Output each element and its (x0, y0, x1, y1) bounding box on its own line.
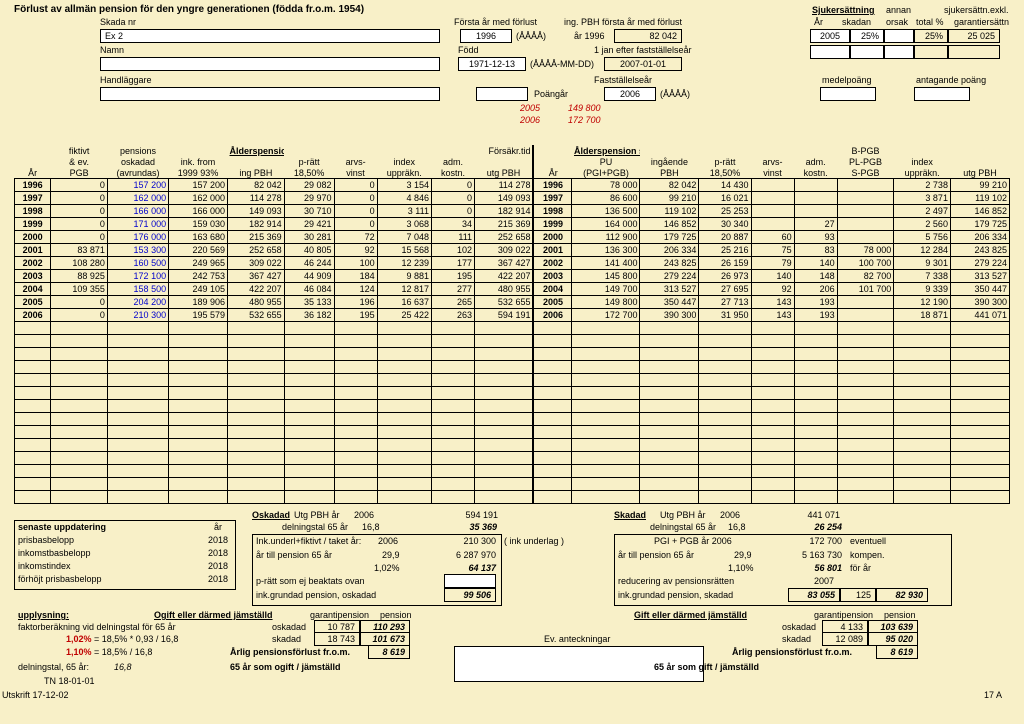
lbl-skada: Skada nr (100, 17, 136, 27)
lbl-medel: medelpoäng (822, 75, 872, 85)
ingpbh-val: 82 042 (614, 29, 682, 43)
sjuk-total: 25% (914, 29, 948, 43)
skada-nr-input[interactable]: Ex 2 (100, 29, 440, 43)
main-table: fiktivtpensionsÅlderspension som oskadad… (14, 145, 1010, 504)
forsta-ar-input[interactable]: 1996 (460, 29, 512, 43)
antag-input[interactable] (914, 87, 970, 101)
janefter-val: 2007-01-01 (604, 57, 682, 71)
faststall-input[interactable]: 2006 (604, 87, 656, 101)
handlaggare-input[interactable] (100, 87, 440, 101)
sjuk-orsak[interactable] (884, 29, 914, 43)
lbl-antag: antagande poäng (916, 75, 986, 85)
lbl-sjukers: Sjukersättning (812, 5, 875, 15)
lbl-ingpbh: ing. PBH första år med förlust (564, 17, 682, 27)
header-area: Skada nr Ex 2 Namn Handläggare Första år… (14, 17, 1010, 141)
lbl-handlaggare: Handläggare (100, 75, 152, 85)
lbl-faststall: Fastställelseår (594, 75, 652, 85)
lbl-namn: Namn (100, 45, 124, 55)
lbl-fodd: Född (458, 45, 479, 55)
poangar-input[interactable] (476, 87, 528, 101)
lbl-poangar: Poängår (534, 89, 568, 99)
medel-input[interactable] (820, 87, 876, 101)
sjuk-skadan[interactable]: 25% (850, 29, 884, 43)
sjuk-ar[interactable]: 2005 (810, 29, 850, 43)
lbl-forsta: Första år med förlust (454, 17, 537, 27)
sjuk-exkl: 25 025 (948, 29, 1000, 43)
lbl-janefter: 1 jan efter fastställelseår (594, 45, 692, 55)
namn-input[interactable] (100, 57, 440, 71)
fodd-input[interactable]: 1971-12-13 (458, 57, 526, 71)
footer-area: Oskadad Skadad Utg PBH år 2006 594 191 U… (14, 510, 1010, 700)
